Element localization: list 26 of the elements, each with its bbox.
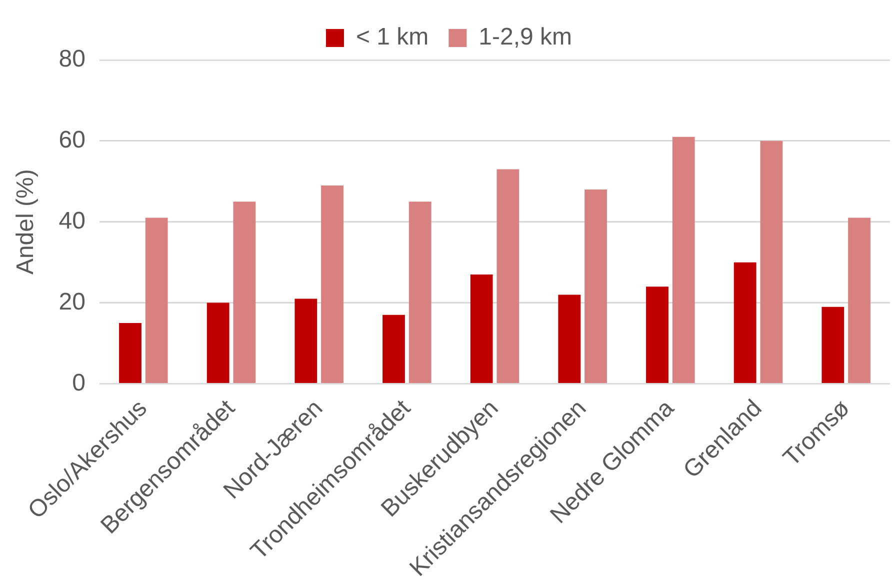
bar xyxy=(294,298,318,383)
bar xyxy=(848,218,870,383)
bar xyxy=(321,185,344,383)
bar xyxy=(558,294,581,383)
bar xyxy=(584,189,607,383)
bar xyxy=(408,202,432,383)
bar xyxy=(734,262,756,383)
legend-label: < 1 km xyxy=(356,24,429,51)
bar xyxy=(470,274,493,383)
y-axis-title: Andel (%) xyxy=(12,169,40,275)
y-tick-label: 0 xyxy=(72,369,86,396)
legend-label: 1-2,9 km xyxy=(478,24,572,51)
bar xyxy=(646,286,668,383)
bar xyxy=(233,202,256,383)
bar xyxy=(760,140,783,383)
y-tick-label: 60 xyxy=(58,126,86,154)
bar xyxy=(145,218,168,383)
bar xyxy=(206,302,230,383)
bar xyxy=(382,314,405,383)
bar xyxy=(822,306,844,383)
y-tick-label: 40 xyxy=(58,207,86,234)
bar xyxy=(119,323,142,383)
bar xyxy=(496,169,520,383)
bar xyxy=(672,136,695,383)
y-tick-label: 80 xyxy=(58,46,86,73)
y-tick-label: 20 xyxy=(58,288,86,316)
